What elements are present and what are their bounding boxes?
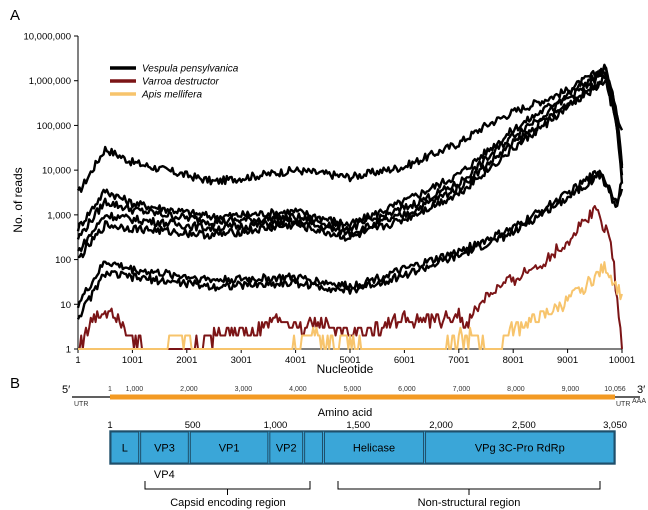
x-tick-label: 3001 [231,355,252,366]
series-line-4 [78,78,624,259]
y-ticks: 1 10 100 1,000 10,000 100,000 1,000,000 10,000,… [23,32,78,356]
aa-tick-label: 1,000 [264,420,288,431]
nt-tick-label: 1,000 [126,386,144,393]
series-line-5 [76,169,624,309]
x-tick-label: 1 [75,355,80,366]
domain-box [189,431,269,464]
aa-tick-label: 1,500 [346,420,370,431]
x-tick-label: 8001 [503,355,524,366]
vp4-label: VP4 [154,469,175,481]
series-line-8 [78,261,623,350]
y-tick-label: 10,000,000 [23,32,71,43]
domain-box [110,431,140,464]
aa-tick-label: 3,050 [603,420,627,431]
y-tick-label: 1 [66,345,71,356]
domain-box [323,431,425,464]
domain-box [140,431,189,464]
panel-a-label: A [10,7,20,24]
five-prime-label: 5′ [62,384,70,396]
orf-bar [110,394,615,400]
legend: Vespula pensylvanica Varroa destructor Api… [110,64,239,101]
y-tick-label: 1,000,000 [29,76,71,87]
nt-tick-label: 6,000 [398,386,416,393]
x-axis-title: Nucleotide [317,362,374,376]
domain-label: VP2 [276,443,297,455]
domain-label: L [122,443,128,455]
aa-tick-label: 500 [185,420,201,431]
y-axis-title: No. of reads [11,167,25,232]
series-group [76,63,624,350]
nt-tick-label: 9,000 [562,386,580,393]
domain-box [304,431,323,464]
nt-tick-label: 7,000 [453,386,471,393]
domain-box [425,431,615,464]
nt-tick-label: 4,000 [289,386,307,393]
poly-a-label: AAA [632,398,646,405]
aa-tick-label: 2,000 [429,420,453,431]
domain-label: VPg 3C-Pro RdRp [475,443,565,455]
x-tick-label: 9001 [557,355,578,366]
x-tick-label: 10001 [609,355,635,366]
utr-right-label: UTR [616,401,630,408]
nt-tick-label: 1 [108,386,112,393]
nt-tick-label: 3,000 [235,386,253,393]
nt-tick-label: 5,000 [344,386,362,393]
domain-label: VP1 [219,443,240,455]
utr-left-label: UTR [74,401,88,408]
y-tick-label: 100 [55,255,71,266]
x-tick-label: 4001 [285,355,306,366]
x-ticks: 1 1001 2001 3001 4001 5001 6001 7001 8001 9001 100… [75,349,635,366]
domain-box [269,431,304,464]
nt-tick-label: 2,000 [180,386,198,393]
x-tick-label: 2001 [176,355,197,366]
legend-label: Apis mellifera [141,90,202,101]
x-tick-label: 1001 [122,355,143,366]
panel-b-label: B [10,375,20,392]
x-tick-label: 5001 [339,355,360,366]
y-tick-label: 10 [60,300,71,311]
nonstructural-brace [337,481,601,490]
nt-tick-label: 10,056 [604,386,626,393]
domain-label: VP3 [154,443,175,455]
genome-label: Amino acid [318,407,372,419]
capsid-region-label: Capsid encoding region [170,497,286,509]
three-prime-label: 3′ [637,384,645,396]
legend-label: Varroa destructor [142,77,220,88]
x-tick-label: 6001 [394,355,415,366]
capsid-brace [144,481,311,490]
domain-label: Helicase [353,443,395,455]
legend-label: Vespula pensylvanica [142,64,239,75]
aa-tick-label: 1 [107,420,112,431]
nonstructural-region-label: Non-structural region [418,497,521,509]
y-tick-label: 1,000 [47,210,71,221]
series-line-6 [76,170,624,320]
series-line-0 [76,63,624,193]
series-line-2 [76,71,624,240]
aa-tick-label: 2,500 [512,420,536,431]
y-tick-label: 10,000 [42,166,71,177]
nt-tick-label: 8,000 [507,386,525,393]
x-tick-label: 7001 [448,355,469,366]
y-tick-label: 100,000 [37,121,71,132]
